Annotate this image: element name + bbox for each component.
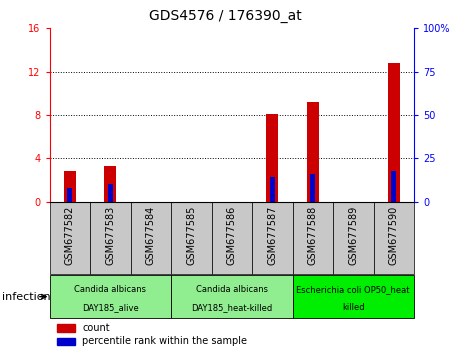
Text: GSM677587: GSM677587 [267,205,277,265]
Bar [57,324,75,332]
Bar [310,174,315,202]
Bar [130,202,171,274]
Bar [90,202,130,274]
Bar [374,202,414,274]
Bar [392,171,396,202]
Text: GSM677583: GSM677583 [105,205,115,265]
Bar [333,202,374,274]
Bar [108,184,112,202]
Bar [57,337,75,345]
Text: GSM677589: GSM677589 [348,205,358,265]
Text: Escherichia coli OP50_heat: Escherichia coli OP50_heat [297,285,410,294]
Text: GSM677585: GSM677585 [186,205,196,265]
Text: count: count [82,323,110,333]
Bar [252,202,292,274]
Text: Candida albicans: Candida albicans [74,285,146,294]
Bar [292,202,333,274]
Bar [50,275,171,318]
Text: Candida albicans: Candida albicans [196,285,268,294]
Text: GDS4576 / 176390_at: GDS4576 / 176390_at [148,9,302,23]
Bar [68,188,72,202]
Text: DAY185_heat-killed: DAY185_heat-killed [191,303,272,312]
Bar [266,114,278,202]
Bar [171,202,212,274]
Bar [64,171,76,202]
Text: GSM677588: GSM677588 [308,205,318,265]
Text: GSM677582: GSM677582 [65,205,75,265]
Bar [104,166,116,202]
Bar [212,202,252,274]
Text: infection: infection [2,292,51,302]
Bar [50,202,90,274]
Bar [292,275,414,318]
Text: DAY185_alive: DAY185_alive [82,303,139,312]
Text: GSM677584: GSM677584 [146,205,156,265]
Text: percentile rank within the sample: percentile rank within the sample [82,336,248,347]
Bar [270,177,274,202]
Bar [388,63,400,202]
Bar [306,102,319,202]
Bar [171,275,292,318]
Text: GSM677586: GSM677586 [227,205,237,265]
Text: GSM677590: GSM677590 [389,205,399,265]
Text: killed: killed [342,303,364,312]
